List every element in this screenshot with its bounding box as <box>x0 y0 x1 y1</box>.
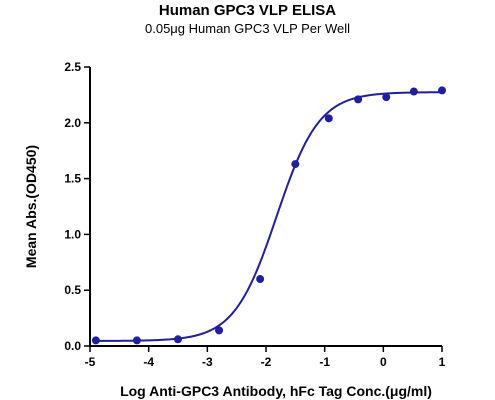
x-tick-label: -2 <box>261 355 272 369</box>
y-tick-label: 0.0 <box>64 339 81 353</box>
data-point <box>438 86 446 95</box>
data-point <box>215 326 224 335</box>
data-point <box>382 93 391 102</box>
x-tick-label: 0 <box>380 355 387 369</box>
y-tick-label: 0.5 <box>64 283 81 297</box>
x-tick-label: 1 <box>439 355 446 369</box>
y-tick-label: 2.5 <box>64 60 81 74</box>
data-point <box>324 114 333 123</box>
data-point <box>91 336 100 345</box>
x-tick-label: -4 <box>143 355 154 369</box>
y-tick-label: 2.0 <box>64 116 81 130</box>
data-point <box>256 275 265 284</box>
x-tick-label: -5 <box>85 355 96 369</box>
fit-curve <box>95 91 443 342</box>
chart-subtitle: 0.05μg Human GPC3 VLP Per Well <box>145 21 350 36</box>
y-axis-label: Mean Abs.(OD450) <box>23 145 39 268</box>
x-tick-label: -1 <box>319 355 330 369</box>
y-tick-label: 1.5 <box>64 172 81 186</box>
data-point <box>132 336 141 345</box>
x-tick-label: -3 <box>202 355 213 369</box>
y-tick-label: 1.0 <box>64 227 81 241</box>
data-point <box>354 95 363 104</box>
x-axis-label: Log Anti-GPC3 Antibody, hFc Tag Conc.(μg… <box>120 383 432 399</box>
data-point <box>174 335 182 344</box>
data-point <box>291 160 300 169</box>
chart-title: Human GPC3 VLP ELISA <box>158 2 337 19</box>
data-point <box>409 87 418 96</box>
